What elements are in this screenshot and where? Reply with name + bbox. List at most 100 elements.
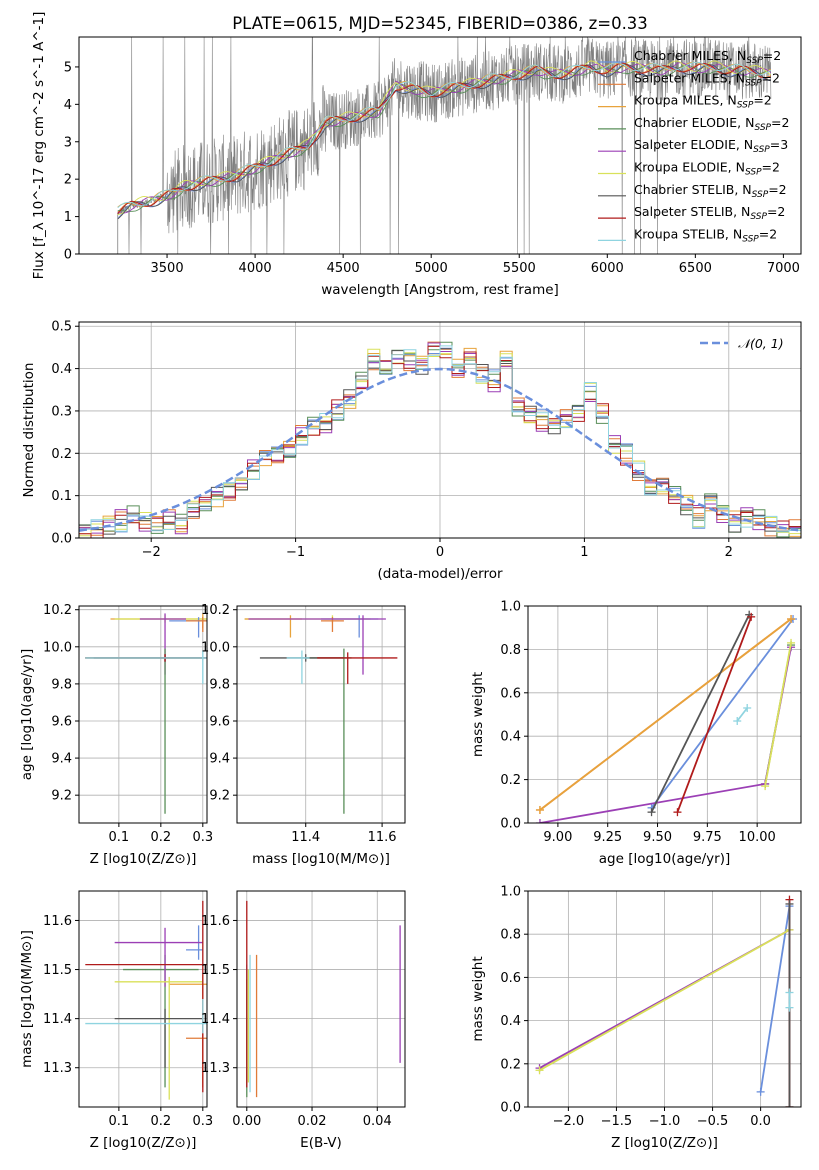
y-tick-label: 0.1 (51, 489, 72, 504)
weight-line (764, 642, 792, 787)
y-axis-label: mass weight (470, 672, 486, 757)
weight-line (759, 905, 791, 1093)
y-tick-label: 0 (64, 248, 72, 263)
y-axis-label: mass weight (470, 956, 486, 1041)
y-tick-label: 0.0 (51, 532, 72, 547)
y-axis-label: Flux [f_λ 10^-17 erg cm^-2 s^-1 A^-1] (31, 12, 47, 280)
observed-spectrum (117, 37, 772, 254)
errorbar-point (85, 999, 207, 1034)
axes-frame (527, 890, 802, 1108)
panels: 3500 4000 4500 5000 5500 6000 6500 7000 0 1 2 3 4 5 wa… (19, 12, 802, 1151)
legend-suffix: =2 (768, 182, 786, 197)
errorbar-point (85, 900, 207, 1093)
x-tick-label: 0.3 (192, 1114, 213, 1129)
x-axis-label: Z [log10(Z/Z⊙)] (90, 1135, 197, 1151)
legend-subscript: SSP (742, 234, 759, 244)
weight-series (647, 615, 798, 812)
y-tick-label: 9.2 (51, 789, 72, 804)
axes-frame (78, 890, 208, 1108)
x-tick-label: −2 (142, 545, 161, 560)
y-tick-label: 11.3 (43, 1061, 72, 1076)
model-spectrum (117, 62, 771, 214)
legend-subscript: SSP (753, 145, 770, 155)
errorbar-point (305, 648, 352, 814)
x-tick-label: 0.00 (232, 1114, 261, 1129)
x-axis-label: age [log10(age/yr)] (599, 851, 731, 867)
legend-suffix: =2 (762, 70, 780, 85)
legend-suffix: =2 (763, 48, 781, 63)
axes-frame (78, 36, 802, 255)
y-tick-label: 11.4 (43, 1012, 72, 1027)
y-tick-label: 2 (64, 173, 72, 188)
legend-label: Chabrier MILES, NSSP=2 (634, 48, 781, 66)
panel-mass-vs-Z: 0.1 0.2 0.3 11.3 11.4 11.5 11.6 Z [log10(Z/Z⊙)]… (19, 890, 213, 1151)
y-tick-label: 0.4 (500, 730, 521, 745)
x-axis-label: (data-model)/error (377, 566, 503, 582)
legend-label: Kroupa MILES, NSSP=2 (634, 93, 772, 111)
legend: 𝒩(0, 1) (700, 336, 784, 351)
y-tick-label: 0.0 (500, 1101, 521, 1116)
x-tick-label: 0.2 (150, 1114, 171, 1129)
normal-curve (79, 367, 799, 532)
x-axis-label: E(B-V) (300, 1135, 342, 1151)
y-tick-label: 9.4 (209, 752, 230, 767)
errorbar-point (114, 1008, 203, 1068)
plot-area (535, 895, 794, 1107)
y-tick-label: 5 (64, 60, 72, 75)
x-tick-label: 0.0 (750, 1114, 771, 1129)
y-tick-label: 11.4 (201, 1012, 230, 1027)
weight-line (539, 647, 792, 823)
y-tick-label: 0.0 (500, 817, 521, 832)
y-tick-label: 1.0 (500, 600, 521, 615)
legend-label: Kroupa STELIB, NSSP=2 (634, 226, 777, 244)
x-tick-label: 5000 (415, 261, 448, 276)
x-tick-label: 6000 (591, 261, 624, 276)
y-tick-label: 9.2 (209, 789, 230, 804)
x-tick-label: 0 (436, 545, 444, 560)
weight-line (650, 618, 794, 809)
x-tick-label: 9.00 (543, 830, 572, 845)
y-tick-label: 10.2 (43, 603, 72, 618)
y-tick-label: 11.6 (43, 914, 72, 929)
x-tick-label: 4000 (239, 261, 272, 276)
errorbar-point (317, 652, 398, 684)
plot-area (246, 900, 401, 1098)
y-tick-label: 0.6 (500, 686, 521, 701)
panel-age-vs-Z: 0.1 0.2 0.3 9.2 9.4 9.6 9.8 10.0 10.2 Z [log10(Z/… (19, 603, 213, 867)
x-tick-label: 0.1 (109, 830, 130, 845)
legend-label: Salpeter STELIB, NSSP=2 (634, 204, 785, 222)
x-tick-label: 7000 (767, 261, 800, 276)
x-tick-label: −1.0 (649, 1114, 681, 1129)
errorbar-point (85, 648, 203, 814)
legend-subscript: SSP (750, 212, 767, 222)
legend-subscript: SSP (745, 78, 762, 88)
x-axis-label: mass [log10(M/M⊙)] (252, 851, 390, 867)
y-tick-label: 9.6 (51, 714, 72, 729)
y-tick-label: 0.4 (500, 1014, 521, 1029)
axes-frame (527, 605, 802, 824)
plot-area (85, 613, 207, 814)
weight-line (676, 616, 753, 813)
legend-label: Chabrier ELODIE, NSSP=2 (634, 115, 789, 133)
weight-series (535, 615, 796, 814)
y-tick-label: 0.8 (500, 643, 521, 658)
y-tick-label: 11.5 (201, 963, 230, 978)
legend-subscript: SSP (754, 123, 771, 133)
y-tick-label: 11.6 (201, 914, 230, 929)
legend-suffix: =2 (762, 160, 780, 175)
errorbar-point (286, 650, 310, 684)
weight-line (539, 929, 790, 1072)
x-tick-label: 4500 (327, 261, 360, 276)
errorbar-point (139, 613, 187, 675)
x-tick-label: −1 (286, 545, 305, 560)
weight-series (785, 988, 794, 1012)
x-tick-label: 2 (725, 545, 733, 560)
weight-line (650, 614, 751, 813)
plot-area (117, 37, 772, 254)
weight-line (539, 618, 792, 811)
legend-label: Chabrier STELIB, NSSP=2 (634, 182, 787, 200)
legend-suffix: =3 (770, 137, 788, 152)
plot-area (79, 341, 801, 538)
axes-frame (236, 605, 406, 824)
axes-frame (236, 890, 406, 1108)
